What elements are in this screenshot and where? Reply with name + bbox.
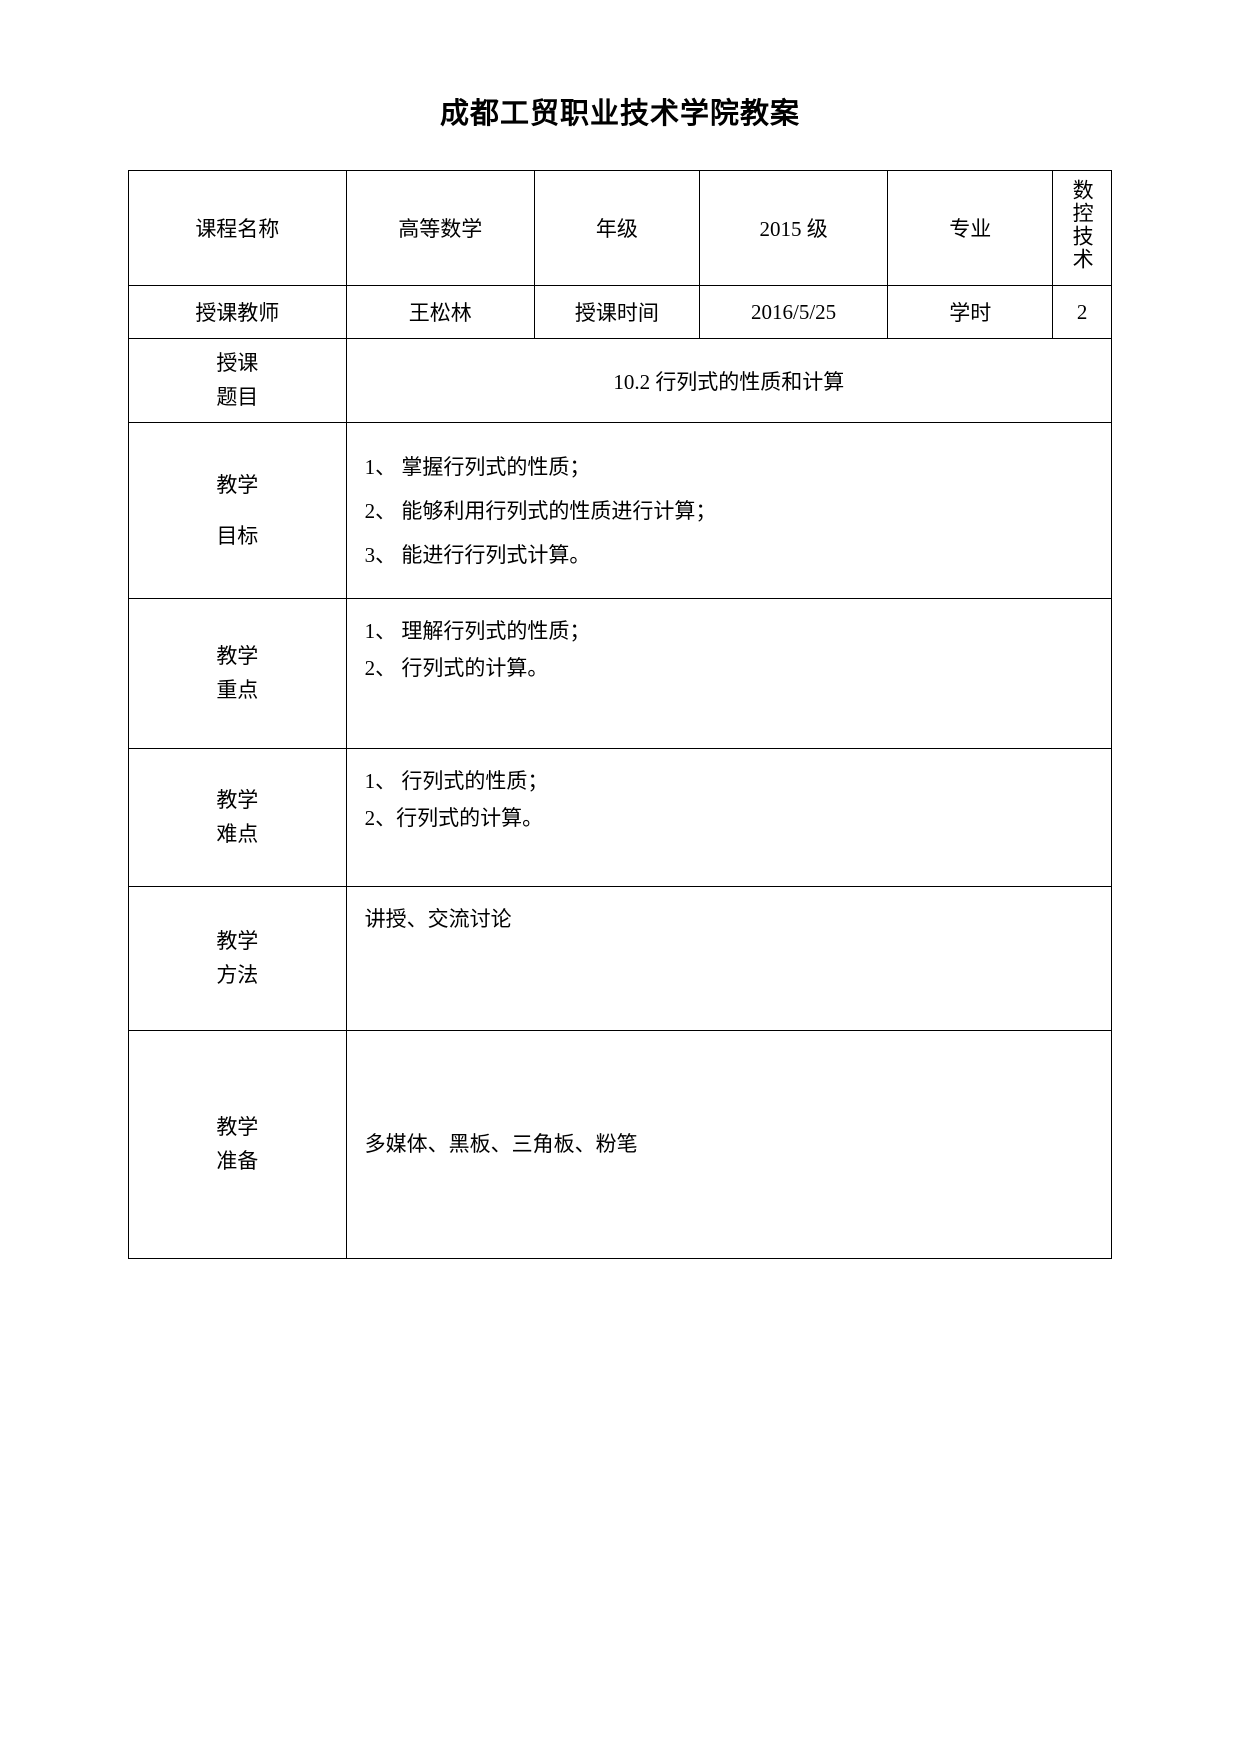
cell-method-value: 讲授、交流讨论 xyxy=(346,887,1111,1031)
cell-teacher-label: 授课教师 xyxy=(129,286,347,339)
cell-prep-label: 教学 准备 xyxy=(129,1031,347,1259)
cell-grade-label: 年级 xyxy=(534,171,699,286)
cell-grade-value: 2015 级 xyxy=(699,171,887,286)
cell-topic-value: 10.2 行列式的性质和计算 xyxy=(346,339,1111,423)
cell-goal-label: 教学 目标 xyxy=(129,423,347,599)
cell-teacher-value: 王松林 xyxy=(346,286,534,339)
table-row: 教学 准备 多媒体、黑板、三角板、粉笔 xyxy=(129,1031,1112,1259)
page-title: 成都工贸职业技术学院教案 xyxy=(128,90,1112,132)
cell-time-value: 2016/5/25 xyxy=(699,286,887,339)
table-row: 教学 重点 1、 理解行列式的性质； 2、 行列式的计算。 xyxy=(129,599,1112,749)
cell-focus-value: 1、 理解行列式的性质； 2、 行列式的计算。 xyxy=(346,599,1111,749)
cell-prep-value: 多媒体、黑板、三角板、粉笔 xyxy=(346,1031,1111,1259)
table-row: 课程名称 高等数学 年级 2015 级 专业 数控技术 xyxy=(129,171,1112,286)
table-row: 教学 目标 1、 掌握行列式的性质； 2、 能够利用行列式的性质进行计算； 3、… xyxy=(129,423,1112,599)
cell-focus-label: 教学 重点 xyxy=(129,599,347,749)
cell-difficulty-label: 教学 难点 xyxy=(129,749,347,887)
cell-major-value: 数控技术 xyxy=(1053,171,1112,286)
cell-method-label: 教学 方法 xyxy=(129,887,347,1031)
cell-course-name-label: 课程名称 xyxy=(129,171,347,286)
cell-time-label: 授课时间 xyxy=(534,286,699,339)
cell-difficulty-value: 1、 行列式的性质； 2、行列式的计算。 xyxy=(346,749,1111,887)
table-row: 教学 方法 讲授、交流讨论 xyxy=(129,887,1112,1031)
table-row: 授课教师 王松林 授课时间 2016/5/25 学时 2 xyxy=(129,286,1112,339)
cell-topic-label: 授课 题目 xyxy=(129,339,347,423)
cell-hours-value: 2 xyxy=(1053,286,1112,339)
cell-course-name-value: 高等数学 xyxy=(346,171,534,286)
table-row: 授课 题目 10.2 行列式的性质和计算 xyxy=(129,339,1112,423)
table-row: 教学 难点 1、 行列式的性质； 2、行列式的计算。 xyxy=(129,749,1112,887)
cell-major-label: 专业 xyxy=(888,171,1053,286)
cell-goal-value: 1、 掌握行列式的性质； 2、 能够利用行列式的性质进行计算； 3、 能进行行列… xyxy=(346,423,1111,599)
lesson-plan-table: 课程名称 高等数学 年级 2015 级 专业 数控技术 授课教师 王松林 授课时… xyxy=(128,170,1112,1259)
cell-hours-label: 学时 xyxy=(888,286,1053,339)
